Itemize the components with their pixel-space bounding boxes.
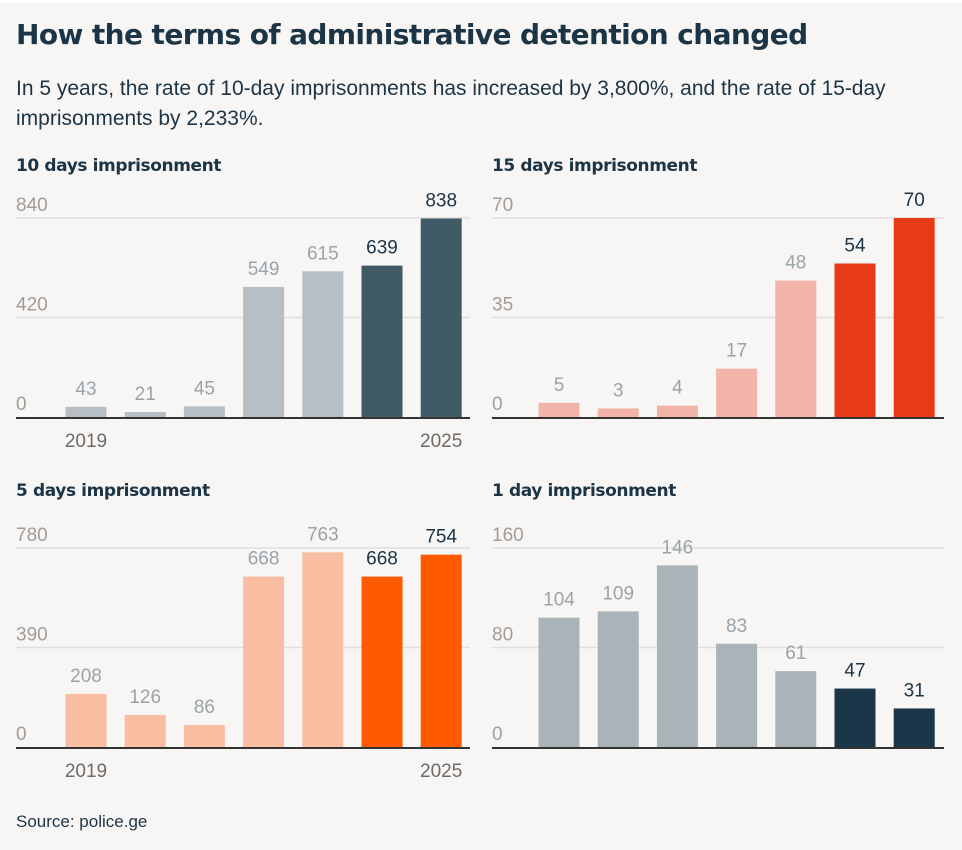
source-note: Source: police.ge (16, 812, 148, 831)
y-tick-label: 0 (492, 394, 503, 415)
page-title: How the terms of administrative detentio… (16, 18, 808, 51)
y-tick-label: 780 (16, 525, 48, 546)
value-label: 17 (726, 341, 747, 362)
y-tick-label: 390 (16, 625, 48, 646)
bar-2025 (420, 554, 462, 747)
value-label: 48 (785, 253, 806, 274)
y-tick-label: 35 (492, 295, 513, 316)
y-tick-label: 0 (16, 394, 27, 415)
value-label: 754 (425, 527, 457, 548)
value-label: 126 (129, 687, 161, 708)
x-tick-label: 2025 (420, 761, 462, 782)
y-tick-label: 840 (16, 195, 48, 216)
bar-2025 (420, 218, 462, 417)
y-tick-label: 70 (492, 195, 513, 216)
value-label: 21 (135, 384, 156, 405)
value-label: 668 (366, 549, 398, 570)
value-label: 104 (543, 590, 575, 611)
panel-title: 10 days imprisonment (16, 156, 221, 176)
panel-5-days: 5 days imprisonment 0 390 780 208 126 86 668 763… (16, 481, 470, 782)
bar-2019 (65, 406, 107, 417)
panel-title: 15 days imprisonment (492, 156, 697, 176)
bar-2023 (775, 671, 817, 747)
panel-15-days: 15 days imprisonment 0 35 70 5 3 4 17 48 54 70 (492, 156, 944, 419)
bar-2024 (834, 263, 876, 417)
bar-2020 (124, 412, 166, 417)
bar-2022 (243, 576, 285, 747)
bar-2019 (538, 402, 580, 417)
value-label: 83 (726, 616, 747, 637)
bar-2025 (893, 218, 935, 417)
bar-2019 (65, 693, 107, 747)
value-label: 3 (613, 380, 624, 401)
value-label: 615 (307, 243, 339, 264)
page-subtitle: In 5 years, the rate of 10-day imprisonm… (16, 77, 886, 130)
bar-2021 (183, 406, 225, 417)
value-label: 31 (904, 680, 925, 701)
value-label: 45 (194, 378, 215, 399)
bar-2021 (183, 725, 225, 747)
y-tick-label: 80 (492, 625, 513, 646)
bar-2021 (656, 565, 698, 747)
bar-2023 (302, 271, 344, 417)
panel-title: 1 day imprisonment (492, 481, 676, 501)
bar-2023 (302, 552, 344, 747)
value-label: 54 (844, 235, 866, 256)
bar-2024 (361, 265, 403, 417)
value-label: 47 (844, 661, 865, 682)
bar-2023 (775, 280, 817, 417)
y-tick-label: 0 (16, 724, 27, 745)
value-label: 208 (70, 666, 102, 687)
value-label: 668 (248, 549, 280, 570)
y-tick-label: 160 (492, 525, 524, 546)
bar-2022 (716, 368, 758, 417)
bar-2022 (716, 643, 758, 747)
bar-2022 (243, 286, 285, 417)
x-tick-label: 2019 (65, 431, 107, 452)
value-label: 43 (75, 379, 96, 400)
value-label: 838 (425, 190, 457, 211)
bar-2020 (124, 714, 166, 747)
y-tick-label: 0 (492, 724, 503, 745)
value-label: 70 (904, 190, 925, 211)
bar-2024 (834, 688, 876, 747)
value-label: 639 (366, 238, 398, 259)
panel-1-day: 1 day imprisonment 0 80 160 104 109 146 83 61 47 3… (492, 481, 944, 749)
panel-10-days: 10 days imprisonment 0 420 840 43 21 45 549 615 6… (16, 156, 470, 452)
value-label: 549 (248, 259, 280, 280)
value-label: 763 (307, 524, 339, 545)
bar-2025 (893, 708, 935, 747)
x-tick-label: 2019 (65, 761, 107, 782)
x-tick-label: 2025 (420, 431, 462, 452)
bar-2020 (597, 611, 639, 747)
bar-2024 (361, 576, 403, 747)
value-label: 5 (554, 375, 565, 396)
y-tick-label: 420 (16, 295, 48, 316)
bar-2019 (538, 617, 580, 747)
value-label: 86 (194, 697, 215, 718)
value-label: 61 (785, 643, 806, 664)
value-label: 109 (602, 583, 634, 604)
panel-title: 5 days imprisonment (16, 481, 210, 501)
value-label: 146 (662, 537, 694, 558)
value-label: 4 (672, 378, 683, 399)
bar-2021 (656, 405, 698, 417)
bar-2020 (597, 408, 639, 417)
